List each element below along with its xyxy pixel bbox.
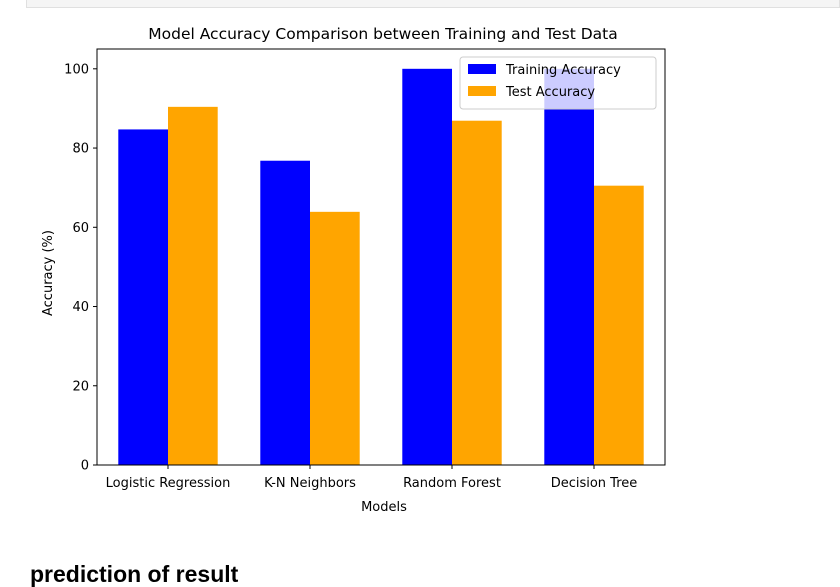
- section-heading: prediction of result: [30, 561, 239, 587]
- bar-training-2: [402, 68, 452, 466]
- plot-area: 0 20 40 60 80 100 Logistic Regression K-N Neigh…: [64, 48, 666, 491]
- x-tick-label-2: Random Forest: [403, 476, 501, 491]
- y-tick-label-5: 100: [64, 62, 89, 77]
- y-axis-label: Accuracy (%): [41, 230, 56, 316]
- legend-swatch-1: [468, 86, 496, 96]
- x-tick-label-0: Logistic Regression: [106, 476, 231, 491]
- legend-label-0: Training Accuracy: [505, 63, 621, 78]
- bar-test-0: [168, 106, 218, 465]
- x-axis-label: Models: [361, 500, 407, 515]
- chart-title: Model Accuracy Comparison between Traini…: [148, 25, 617, 43]
- y-tick-label-2: 40: [72, 300, 89, 315]
- bar-training-1: [260, 160, 310, 465]
- bar-chart: Model Accuracy Comparison between Traini…: [41, 25, 666, 515]
- bar-training-0: [118, 129, 168, 465]
- legend-box: [459, 56, 657, 110]
- chart-output: Model Accuracy Comparison between Traini…: [0, 14, 840, 534]
- x-tick-label-3: Decision Tree: [551, 476, 638, 491]
- x-tick-label-1: K-N Neighbors: [264, 476, 356, 491]
- y-tick-label-1: 20: [72, 379, 89, 394]
- bar-training-3: [544, 68, 594, 466]
- legend-swatch-0: [468, 64, 496, 74]
- bar-test-1: [310, 211, 360, 465]
- bar-test-2: [452, 120, 502, 465]
- previous-cell-strip: [26, 0, 840, 8]
- y-tick-label-3: 60: [72, 221, 89, 236]
- bar-test-3: [594, 185, 644, 465]
- plot-frame: [96, 48, 666, 466]
- y-tick-label-0: 0: [81, 459, 89, 474]
- legend-label-1: Test Accuracy: [505, 85, 595, 100]
- y-tick-label-4: 80: [72, 142, 89, 157]
